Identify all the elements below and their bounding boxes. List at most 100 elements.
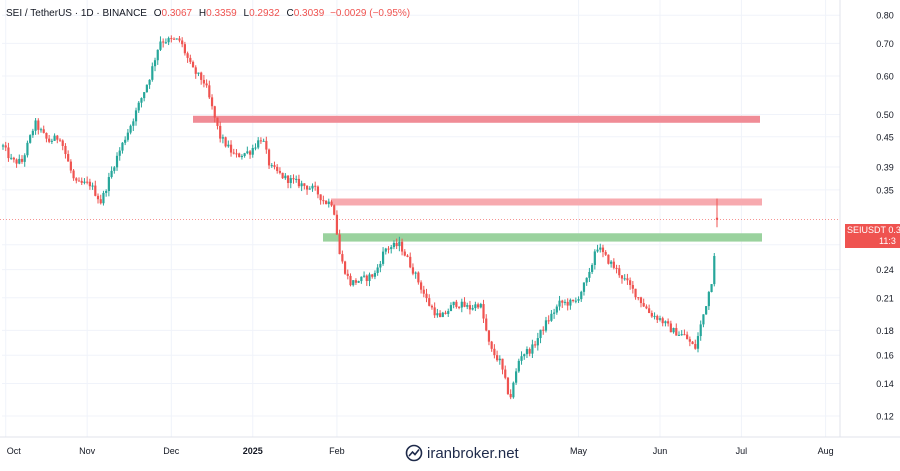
candle-down[interactable]	[248, 149, 252, 159]
candle-down[interactable]	[637, 297, 640, 301]
candle-down[interactable]	[42, 125, 45, 134]
candle-up[interactable]	[710, 284, 713, 293]
candle-up[interactable]	[91, 182, 94, 190]
candle-up[interactable]	[414, 271, 417, 279]
candle-down[interactable]	[346, 269, 349, 280]
candle-down[interactable]	[504, 365, 507, 380]
candle-up[interactable]	[29, 134, 32, 144]
candle-down[interactable]	[343, 260, 347, 275]
candle-up[interactable]	[151, 62, 154, 82]
candle-up[interactable]	[460, 298, 463, 313]
candle-down[interactable]	[238, 152, 241, 158]
candle-down[interactable]	[631, 281, 634, 294]
candle-down[interactable]	[683, 329, 686, 336]
time-axis[interactable]: Oct Nov Dec 2025 Feb May Jun Jul Aug	[7, 446, 834, 456]
candle-up[interactable]	[525, 346, 529, 359]
candle-up[interactable]	[390, 244, 393, 254]
candle-down[interactable]	[675, 323, 678, 336]
candle-down[interactable]	[338, 229, 341, 255]
candle-up[interactable]	[121, 142, 124, 154]
candle-down[interactable]	[501, 358, 504, 375]
candle-down[interactable]	[487, 329, 491, 346]
candle-up[interactable]	[197, 72, 200, 77]
candle-up[interactable]	[531, 339, 534, 359]
candle-up[interactable]	[452, 301, 455, 309]
candle-down[interactable]	[686, 331, 689, 340]
candle-down[interactable]	[202, 74, 205, 88]
candle-down[interactable]	[409, 252, 412, 269]
candle-down[interactable]	[572, 299, 575, 303]
candle-up[interactable]	[368, 272, 371, 287]
candle-up[interactable]	[593, 249, 596, 270]
candle-up[interactable]	[153, 57, 157, 72]
candle-down[interactable]	[305, 185, 309, 195]
candle-up[interactable]	[251, 144, 254, 158]
candle-up[interactable]	[702, 314, 705, 328]
candle-down[interactable]	[88, 178, 91, 190]
candle-down[interactable]	[330, 200, 333, 207]
candle-down[interactable]	[213, 105, 216, 123]
candle-down[interactable]	[58, 138, 62, 142]
candle-up[interactable]	[132, 118, 135, 131]
candle-up[interactable]	[10, 153, 13, 160]
candle-up[interactable]	[664, 320, 667, 327]
candle-up[interactable]	[31, 128, 34, 138]
candle-up[interactable]	[254, 143, 257, 151]
candle-down[interactable]	[96, 193, 100, 204]
candle-down[interactable]	[694, 339, 697, 350]
candle-up[interactable]	[498, 355, 501, 365]
candle-down[interactable]	[7, 142, 10, 162]
candle-down[interactable]	[634, 288, 637, 300]
candle-up[interactable]	[699, 320, 702, 341]
candle-down[interactable]	[428, 294, 431, 307]
candle-up[interactable]	[140, 97, 143, 108]
candle-down[interactable]	[335, 210, 339, 235]
candle-down[interactable]	[333, 204, 336, 216]
candle-down[interactable]	[265, 136, 268, 154]
candle-up[interactable]	[221, 134, 225, 144]
candle-up[interactable]	[156, 49, 159, 65]
candle-up[interactable]	[653, 312, 656, 320]
candle-down[interactable]	[618, 264, 621, 278]
candle-down[interactable]	[615, 264, 618, 274]
candle-down[interactable]	[444, 310, 447, 315]
candle-down[interactable]	[224, 136, 227, 148]
candle-down[interactable]	[303, 183, 306, 190]
candle-up[interactable]	[381, 247, 385, 266]
candle-up[interactable]	[289, 175, 292, 189]
candle-down[interactable]	[181, 37, 184, 48]
candle-down[interactable]	[12, 156, 15, 163]
candle-down[interactable]	[186, 51, 189, 63]
candle-up[interactable]	[680, 330, 683, 336]
candle-down[interactable]	[656, 314, 659, 323]
candle-down[interactable]	[4, 141, 7, 152]
candle-down[interactable]	[349, 273, 352, 287]
candle-up[interactable]	[512, 381, 515, 399]
candle-down[interactable]	[232, 148, 235, 155]
candle-up[interactable]	[398, 236, 401, 252]
candle-up[interactable]	[115, 152, 119, 171]
candle-up[interactable]	[574, 297, 577, 304]
candle-down[interactable]	[642, 298, 645, 308]
candle-down[interactable]	[455, 299, 458, 309]
candle-up[interactable]	[167, 36, 170, 46]
candle-up[interactable]	[392, 240, 396, 250]
candle-up[interactable]	[466, 302, 469, 310]
candle-up[interactable]	[18, 154, 21, 165]
candle-down[interactable]	[542, 326, 545, 335]
candle-down[interactable]	[178, 36, 181, 43]
candle-down[interactable]	[612, 258, 615, 270]
candle-up[interactable]	[705, 306, 708, 315]
candle-down[interactable]	[183, 41, 186, 56]
candle-up[interactable]	[553, 308, 556, 319]
candle-up[interactable]	[240, 154, 244, 160]
candle-up[interactable]	[107, 172, 110, 197]
candle-down[interactable]	[419, 280, 423, 294]
candle-up[interactable]	[447, 308, 450, 317]
candle-down[interactable]	[425, 288, 428, 303]
candle-up[interactable]	[569, 298, 572, 310]
candle-down[interactable]	[406, 254, 409, 258]
candle-up[interactable]	[555, 304, 558, 315]
resistance-upper-zone[interactable]	[193, 115, 760, 123]
candle-down[interactable]	[191, 60, 195, 68]
